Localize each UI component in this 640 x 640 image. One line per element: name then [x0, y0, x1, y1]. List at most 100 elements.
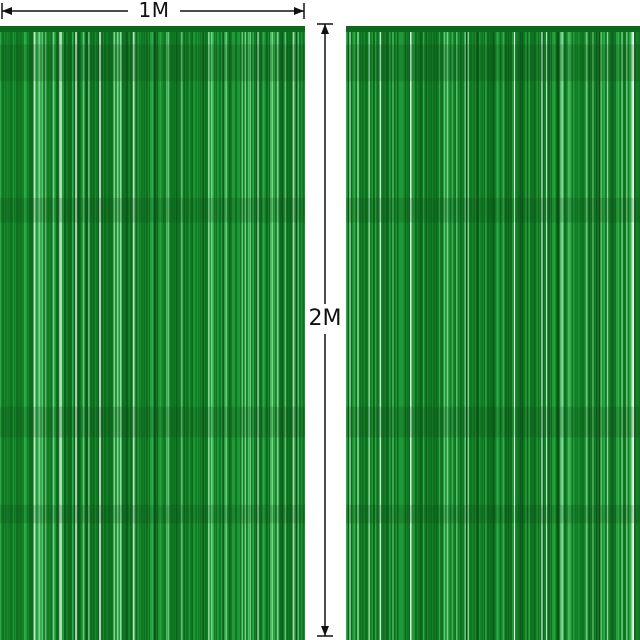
tinsel-strand: [510, 26, 512, 640]
tinsel-strand: [637, 26, 639, 640]
tinsel-strand: [442, 26, 444, 640]
curtain-top-band: [346, 26, 640, 32]
tinsel-strand: [166, 26, 168, 640]
tinsel-strand: [230, 26, 232, 640]
tinsel-strand: [530, 26, 532, 640]
tinsel-strand: [238, 26, 241, 640]
tinsel-strand: [456, 26, 458, 640]
tinsel-strand: [496, 26, 499, 640]
tinsel-strand: [284, 26, 286, 640]
tinsel-strand: [360, 26, 362, 640]
tinsel-strand: [531, 26, 533, 640]
tinsel-strand: [40, 26, 42, 640]
tinsel-strand: [41, 26, 44, 640]
tinsel-strand: [427, 26, 430, 640]
tinsel-strand: [35, 26, 37, 640]
tinsel-strand: [88, 26, 90, 640]
tinsel-strand: [541, 26, 543, 640]
tinsel-strand: [512, 26, 515, 640]
tinsel-strand: [584, 26, 586, 640]
tinsel-strand: [299, 26, 302, 640]
tinsel-strand: [426, 26, 428, 640]
shadow-band: [0, 44, 305, 82]
tinsel-strand: [24, 26, 27, 640]
tinsel-strand: [195, 26, 198, 640]
tinsel-strand: [212, 26, 214, 640]
tinsel-strand: [600, 26, 602, 640]
tinsel-strand: [110, 26, 113, 640]
tinsel-strand: [43, 26, 46, 640]
tinsel-strand: [398, 26, 401, 640]
tinsel-strand: [204, 26, 207, 640]
tinsel-strand: [153, 26, 156, 640]
tinsel-strand: [244, 26, 246, 640]
tinsel-strand: [581, 26, 584, 640]
tinsel-strand: [14, 26, 16, 640]
tinsel-strand: [46, 26, 48, 640]
tinsel-strand: [374, 26, 377, 640]
tinsel-strand: [288, 26, 291, 640]
tinsel-strand: [501, 26, 503, 640]
tinsel-strand: [246, 26, 248, 640]
tinsel-strand: [371, 26, 373, 640]
tinsel-strand: [78, 26, 80, 640]
tinsel-strand: [222, 26, 225, 640]
tinsel-strand: [200, 26, 201, 640]
tinsel-strand: [137, 26, 140, 640]
tinsel-strand: [155, 26, 157, 640]
tinsel-strand: [192, 26, 194, 640]
tinsel-strand: [536, 26, 538, 640]
tinsel-strand: [472, 26, 475, 640]
tinsel-strand: [20, 26, 22, 640]
tinsel-strand: [177, 26, 180, 640]
tinsel-strand: [459, 26, 462, 640]
tinsel-strand: [470, 26, 472, 640]
tinsel-strand: [3, 26, 5, 640]
tinsel-strand: [402, 26, 404, 640]
tinsel-strand: [362, 26, 364, 640]
tinsel-strand: [294, 26, 296, 640]
tinsel-strand: [469, 26, 471, 640]
tinsel-strand: [477, 26, 480, 640]
tinsel-strand: [4, 26, 6, 640]
tinsel-strand: [107, 26, 110, 640]
tinsel-strand: [219, 26, 222, 640]
tinsel-strand: [57, 26, 59, 640]
tinsel-strand: [121, 26, 123, 640]
tinsel-strand: [589, 26, 591, 640]
tinsel-strand: [92, 26, 95, 640]
tinsel-strand: [384, 26, 386, 640]
tinsel-strand: [486, 26, 490, 640]
shadow-band: [0, 197, 305, 223]
tinsel-strand: [618, 26, 620, 640]
curtain-top-band: [0, 26, 305, 32]
tinsel-strand: [270, 26, 272, 640]
width-label: 1M: [128, 0, 180, 22]
tinsel-strand: [64, 26, 67, 640]
tinsel-strand: [193, 26, 196, 640]
tinsel-strand: [203, 26, 205, 640]
tinsel-strand: [112, 26, 113, 640]
tinsel-strand: [257, 26, 259, 640]
tinsel-strand: [632, 26, 635, 640]
tinsel-strand: [544, 26, 546, 640]
tinsel-strand: [272, 26, 273, 640]
tinsel-strand: [168, 26, 170, 640]
tinsel-strand: [126, 26, 128, 640]
tinsel-strand: [611, 26, 614, 640]
height-top-arrow-icon: [321, 24, 329, 34]
tinsel-strand: [347, 26, 350, 640]
tinsel-strand: [490, 26, 493, 640]
tinsel-strand: [562, 26, 564, 640]
tinsel-strand: [467, 26, 469, 640]
tinsel-strand: [594, 26, 595, 640]
tinsel-strand: [11, 26, 13, 640]
tinsel-strand: [68, 26, 72, 640]
tinsel-strand: [558, 26, 560, 640]
tinsel-strand: [144, 26, 145, 640]
tinsel-strand: [498, 26, 501, 640]
tinsel-strand: [232, 26, 234, 640]
tinsel-strand: [634, 26, 636, 640]
tinsel-strand: [48, 26, 50, 640]
tinsel-strand: [217, 26, 220, 640]
